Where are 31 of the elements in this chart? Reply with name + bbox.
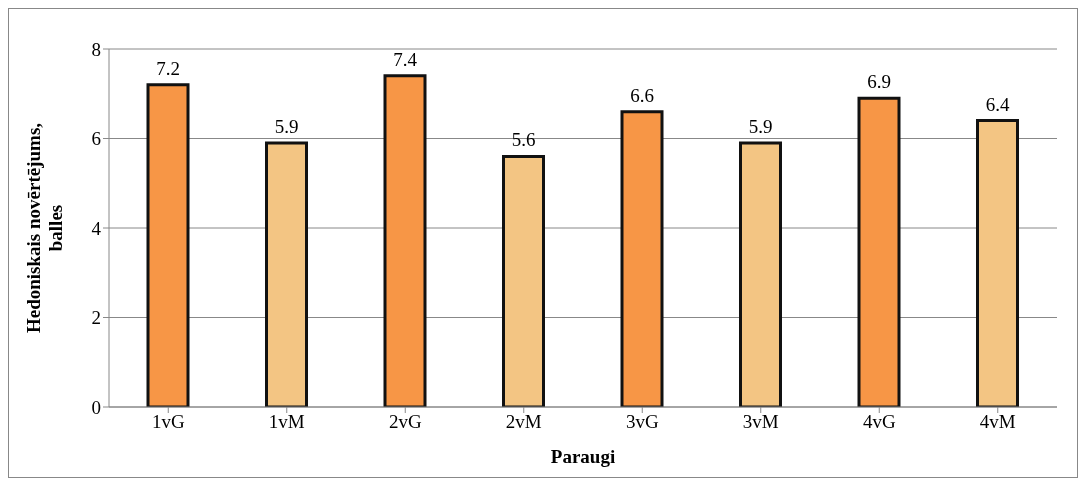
bar xyxy=(383,74,427,407)
x-tick-label: 2vM xyxy=(505,411,542,433)
bar xyxy=(146,83,190,407)
x-tick-label: 1vG xyxy=(151,411,185,433)
bar xyxy=(857,96,901,407)
data-label: 5.6 xyxy=(511,129,536,151)
x-tick-label: 3vG xyxy=(625,411,659,433)
data-label: 7.2 xyxy=(156,57,180,79)
x-tick-label: 1vM xyxy=(268,411,305,433)
x-tick-label: 4vG xyxy=(862,411,896,433)
x-tick-label: 3vM xyxy=(742,411,779,433)
x-axis-title: Paraugi xyxy=(550,446,616,467)
data-label: 5.9 xyxy=(274,115,299,137)
y-tick-label: 4 xyxy=(91,217,102,239)
y-axis-title: Hedoniskais novērtējums, balles xyxy=(23,122,66,334)
bar xyxy=(976,119,1019,407)
data-label: 6.6 xyxy=(630,84,654,106)
bar xyxy=(739,141,782,407)
bar xyxy=(620,110,664,407)
data-label: 5.9 xyxy=(748,115,773,137)
y-tick-label: 8 xyxy=(91,38,101,60)
x-tick-label: 2vG xyxy=(388,411,422,433)
y-tick-label: 0 xyxy=(91,396,101,418)
y-tick-label: 6 xyxy=(91,128,101,150)
y-tick-label: 2 xyxy=(91,307,101,329)
data-label: 6.9 xyxy=(867,71,891,93)
data-label: 6.4 xyxy=(985,93,1010,115)
x-tick-label: 4vM xyxy=(979,411,1016,433)
bar xyxy=(265,141,308,407)
data-label: 7.4 xyxy=(393,48,418,70)
bar xyxy=(502,154,545,407)
